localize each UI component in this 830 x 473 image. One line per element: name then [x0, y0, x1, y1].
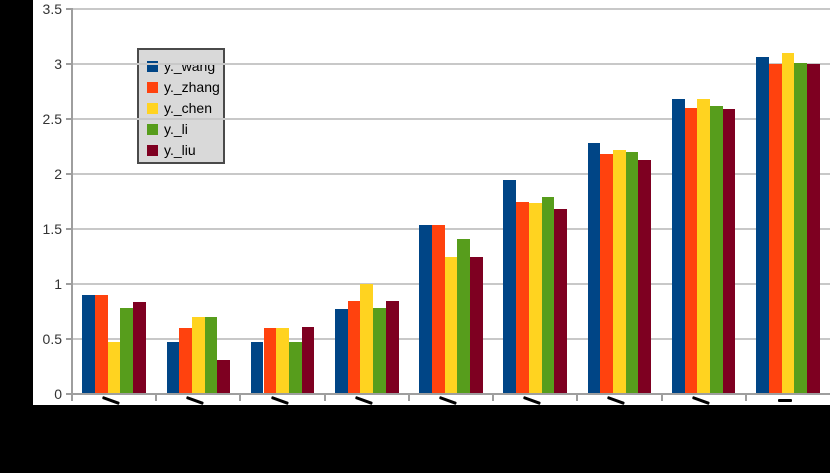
y-axis-tick-label: 0	[54, 386, 62, 402]
bar-yzhang-g3	[263, 328, 277, 394]
legend-label: y._liu	[164, 142, 196, 158]
legend-item-ychen: y._chen	[147, 98, 215, 119]
bar-ychen-g1	[107, 342, 121, 394]
bar-yli-g2	[204, 317, 218, 394]
bar-yzhang-g8	[684, 108, 698, 394]
bar-yzhang-g4	[347, 300, 361, 394]
bar-ywang-g7	[587, 143, 601, 394]
y-axis-tick	[66, 63, 72, 65]
x-axis-tick	[576, 394, 579, 401]
legend-item-yliu: y._liu	[147, 140, 215, 161]
legend-swatch-icon	[147, 82, 158, 93]
x-axis-tick	[744, 394, 747, 401]
x-axis-tick	[71, 394, 73, 401]
x-axis-label-stub	[777, 399, 792, 402]
bar-ychen-g3	[276, 328, 289, 394]
x-axis-tick	[155, 394, 158, 401]
bar-yli-g9	[794, 62, 807, 394]
x-axis-tick	[492, 394, 495, 401]
bar-yli-g1	[120, 308, 134, 394]
bar-yli-g3	[288, 342, 302, 394]
bar-yliu-g6	[554, 209, 567, 394]
gridline	[72, 228, 830, 230]
y-axis-tick-label: 2.5	[42, 111, 62, 127]
y-axis-tick	[66, 8, 72, 10]
bar-yzhang-g6	[516, 201, 529, 394]
bar-ywang-g8	[671, 99, 685, 394]
y-axis-line	[71, 8, 73, 395]
legend-swatch-icon	[147, 61, 158, 72]
bar-yliu-g4	[385, 300, 399, 394]
legend-swatch-icon	[147, 103, 158, 114]
y-axis-tick-label: 0.5	[42, 331, 62, 347]
legend-swatch-icon	[147, 124, 158, 135]
gridline	[72, 173, 830, 175]
x-axis-tick	[323, 394, 326, 401]
gridline	[72, 8, 830, 10]
bar-ywang-g1	[82, 295, 96, 394]
y-axis-tick	[66, 173, 72, 175]
y-axis-tick-label: 2	[54, 166, 62, 182]
bar-ychen-g5	[444, 256, 458, 394]
bar-yli-g7	[625, 152, 639, 394]
bar-ychen-g7	[613, 149, 626, 394]
legend-item-yzhang: y._zhang	[147, 77, 220, 98]
bar-ywang-g5	[419, 224, 432, 394]
bar-yli-g6	[541, 197, 555, 394]
x-axis-tick	[239, 394, 242, 401]
bar-ywang-g2	[166, 342, 180, 394]
bar-ychen-g2	[191, 317, 205, 394]
bar-yliu-g5	[470, 256, 483, 394]
y-axis-tick	[66, 338, 72, 340]
bar-ywang-g6	[503, 179, 517, 394]
y-axis-tick	[66, 283, 72, 285]
x-axis-tick	[407, 394, 410, 401]
bar-yliu-g3	[301, 326, 315, 394]
bar-yliu-g7	[638, 159, 652, 394]
bar-yzhang-g1	[95, 295, 108, 394]
gridline	[72, 118, 830, 120]
bar-yliu-g1	[133, 301, 146, 394]
y-axis-tick-label: 1	[54, 276, 62, 292]
x-axis-tick	[660, 394, 663, 401]
bar-ychen-g4	[360, 284, 374, 394]
legend-item-ywang: y._wang	[147, 56, 215, 77]
legend-label: y._chen	[164, 100, 212, 116]
x-axis-line	[71, 393, 830, 395]
bar-yli-g5	[457, 238, 471, 394]
legend-label: y._zhang	[164, 79, 220, 95]
bar-yliu-g8	[722, 109, 736, 394]
bar-yzhang-g2	[179, 328, 192, 394]
legend: y._wang y._zhang y._chen y._li y._liu	[137, 48, 225, 164]
bar-ychen-g6	[528, 202, 542, 394]
bar-yzhang-g5	[431, 224, 445, 394]
legend-label: y._li	[164, 121, 188, 137]
bar-ychen-g8	[697, 99, 710, 394]
legend-swatch-icon	[147, 145, 158, 156]
y-axis-tick-label: 3	[54, 56, 62, 72]
legend-item-yli: y._li	[147, 119, 215, 140]
bar-yliu-g9	[806, 64, 820, 394]
bar-ywang-g4	[335, 309, 348, 394]
bar-yzhang-g7	[600, 154, 614, 394]
y-axis-tick	[66, 118, 72, 120]
bar-ywang-g3	[250, 342, 264, 394]
legend-label: y._wang	[164, 58, 216, 74]
bar-yzhang-g9	[768, 64, 782, 394]
gridline	[72, 63, 830, 65]
y-axis-tick	[66, 228, 72, 230]
bar-yli-g4	[373, 308, 386, 394]
bar-yli-g8	[710, 105, 723, 394]
y-axis-tick-label: 1.5	[42, 221, 62, 237]
y-axis-tick	[66, 393, 72, 395]
bar-ywang-g9	[756, 57, 769, 394]
bar-yliu-g2	[217, 359, 231, 394]
y-axis-tick-label: 3.5	[42, 1, 62, 17]
bar-ychen-g9	[781, 53, 795, 394]
